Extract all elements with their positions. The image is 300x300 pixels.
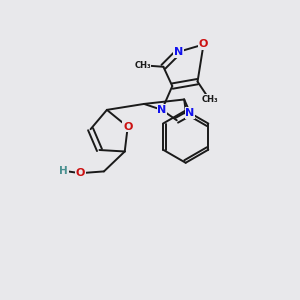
Text: CH₃: CH₃ — [201, 95, 218, 104]
Text: CH₃: CH₃ — [134, 61, 151, 70]
Text: N: N — [174, 47, 183, 57]
Text: O: O — [76, 168, 85, 178]
Text: N: N — [185, 108, 195, 118]
Text: N: N — [157, 105, 167, 115]
Text: O: O — [199, 40, 208, 50]
Text: H: H — [59, 166, 68, 176]
Text: O: O — [123, 122, 132, 132]
